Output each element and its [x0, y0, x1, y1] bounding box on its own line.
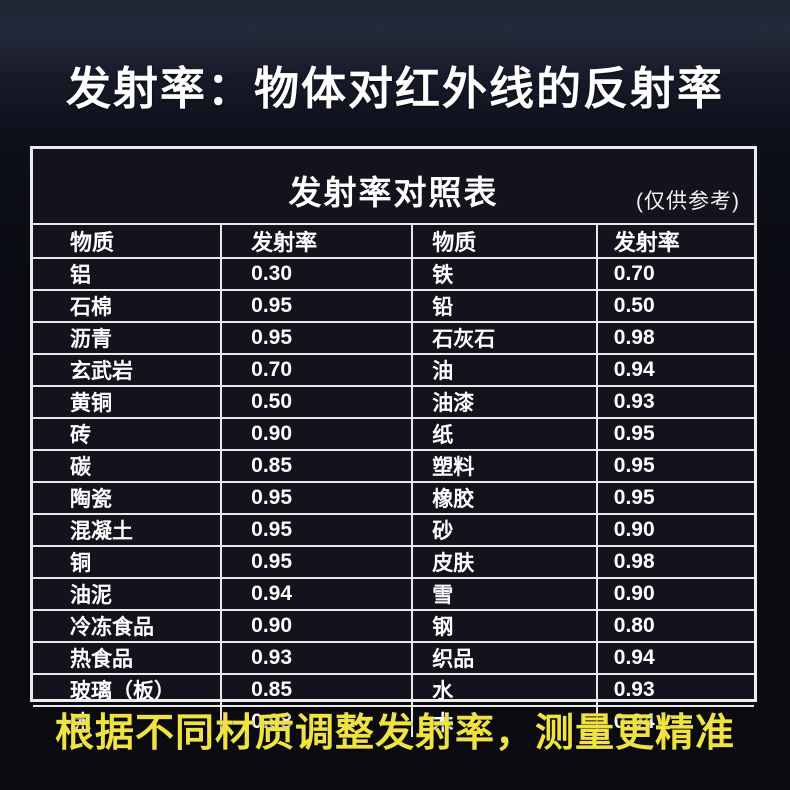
table-row: 油泥 0.94 雪 0.90: [33, 577, 754, 611]
material-left-cell: 石棉: [33, 289, 223, 323]
emissivity-left-cell: 0.85: [220, 449, 414, 483]
material-left-cell: 玻璃（板）: [33, 673, 223, 707]
table-row: 冷冻食品 0.90 钢 0.80: [33, 609, 754, 643]
emissivity-table-card: 发射率对照表 (仅供参考) 物质 发射率 物质 发射率 铝 0.30 铁 0.70 石棉…: [30, 146, 757, 737]
material-right-cell: 砂: [411, 513, 598, 547]
material-right-cell: 皮肤: [411, 545, 598, 579]
table-row: 陶瓷 0.95 橡胶 0.95: [33, 481, 754, 515]
material-right-cell: 木: [411, 705, 598, 737]
material-left-cell: 铜: [33, 545, 223, 579]
footer-note: 根据不同材质调整发射率，测量更精准: [54, 712, 735, 755]
material-left-cell: 沥青: [33, 321, 223, 355]
emissivity-right-cell: 0.98: [595, 321, 754, 355]
material-right-cell: 钢: [411, 609, 598, 643]
header-emissivity-left: 发射率: [220, 223, 414, 259]
material-right-cell: 铅: [411, 289, 598, 323]
table-body: 铝 0.30 铁 0.70 石棉 0.95 铅 0.50 沥青 0.95 石灰石 0.98 玄武岩 0.7…: [33, 257, 754, 737]
emissivity-left-cell: 0.90: [220, 609, 414, 643]
material-right-cell: 油: [411, 353, 598, 387]
emissivity-left-cell: 0.95: [220, 513, 414, 547]
material-right-cell: 纸: [411, 417, 598, 451]
emissivity-left-cell: 0.95: [220, 545, 414, 579]
table-row: 冰 0.98 木 0.94: [33, 705, 754, 737]
emissivity-left-cell: 0.50: [220, 385, 414, 419]
table-row: 铜 0.95 皮肤 0.98: [33, 545, 754, 579]
material-left-cell: 玄武岩: [33, 353, 223, 387]
emissivity-right-cell: 0.80: [595, 609, 754, 643]
table-row: 热食品 0.93 织品 0.94: [33, 641, 754, 675]
material-right-cell: 塑料: [411, 449, 598, 483]
emissivity-right-cell: 0.93: [595, 673, 754, 707]
page-title: 发射率：物体对红外线的反射率: [65, 63, 724, 114]
emissivity-right-cell: 0.95: [595, 481, 754, 515]
material-left-cell: 热食品: [33, 641, 223, 675]
table-row: 沥青 0.95 石灰石 0.98: [33, 321, 754, 355]
emissivity-left-cell: 0.30: [220, 257, 414, 291]
material-left-cell: 油泥: [33, 577, 223, 611]
emissivity-right-cell: 0.70: [595, 257, 754, 291]
material-left-cell: 铝: [33, 257, 223, 291]
material-left-cell: 陶瓷: [33, 481, 223, 515]
material-left-cell: 碳: [33, 449, 223, 483]
material-left-cell: 混凝土: [33, 513, 223, 547]
material-right-cell: 石灰石: [411, 321, 598, 355]
header-emissivity-right: 发射率: [595, 223, 754, 259]
table-row: 混凝土 0.95 砂 0.90: [33, 513, 754, 547]
table-reference-note: (仅供参考): [636, 190, 740, 213]
material-right-cell: 雪: [411, 577, 598, 611]
table-row: 黄铜 0.50 油漆 0.93: [33, 385, 754, 419]
table-row: 玻璃（板） 0.85 水 0.93: [33, 673, 754, 707]
table-row: 铝 0.30 铁 0.70: [33, 257, 754, 291]
emissivity-right-cell: 0.98: [595, 545, 754, 579]
header-material-left: 物质: [33, 223, 223, 259]
emissivity-right-cell: 0.95: [595, 417, 754, 451]
emissivity-left-cell: 0.94: [220, 577, 414, 611]
table-header-row: 物质 发射率 物质 发射率: [33, 223, 754, 259]
emissivity-right-cell: 0.90: [595, 577, 754, 611]
emissivity-right-cell: 0.94: [595, 705, 754, 737]
material-left-cell: 黄铜: [33, 385, 223, 419]
emissivity-right-cell: 0.95: [595, 449, 754, 483]
material-right-cell: 橡胶: [411, 481, 598, 515]
emissivity-right-cell: 0.93: [595, 385, 754, 419]
material-left-cell: 冷冻食品: [33, 609, 223, 643]
material-left-cell: 砖: [33, 417, 223, 451]
card-title-row: 发射率对照表 (仅供参考): [33, 149, 754, 223]
material-right-cell: 油漆: [411, 385, 598, 419]
header-material-right: 物质: [411, 223, 598, 259]
table-row: 石棉 0.95 铅 0.50: [33, 289, 754, 323]
emissivity-table: 物质 发射率 物质 发射率 铝 0.30 铁 0.70 石棉 0.95 铅 0.50 沥青 0.9…: [33, 223, 754, 737]
material-right-cell: 水: [411, 673, 598, 707]
emissivity-left-cell: 0.95: [220, 321, 414, 355]
emissivity-left-cell: 0.95: [220, 289, 414, 323]
table-title: 发射率对照表: [288, 174, 499, 211]
material-right-cell: 铁: [411, 257, 598, 291]
table-row: 玄武岩 0.70 油 0.94: [33, 353, 754, 387]
table-row: 碳 0.85 塑料 0.95: [33, 449, 754, 483]
emissivity-right-cell: 0.94: [595, 641, 754, 675]
emissivity-right-cell: 0.94: [595, 353, 754, 387]
emissivity-right-cell: 0.90: [595, 513, 754, 547]
material-right-cell: 织品: [411, 641, 598, 675]
table-row: 砖 0.90 纸 0.95: [33, 417, 754, 451]
emissivity-right-cell: 0.50: [595, 289, 754, 323]
material-left-cell: 冰: [33, 705, 223, 737]
emissivity-left-cell: 0.85: [220, 673, 414, 707]
emissivity-left-cell: 0.95: [220, 481, 414, 515]
emissivity-left-cell: 0.93: [220, 641, 414, 675]
emissivity-left-cell: 0.70: [220, 353, 414, 387]
emissivity-left-cell: 0.98: [220, 705, 414, 737]
emissivity-left-cell: 0.90: [220, 417, 414, 451]
